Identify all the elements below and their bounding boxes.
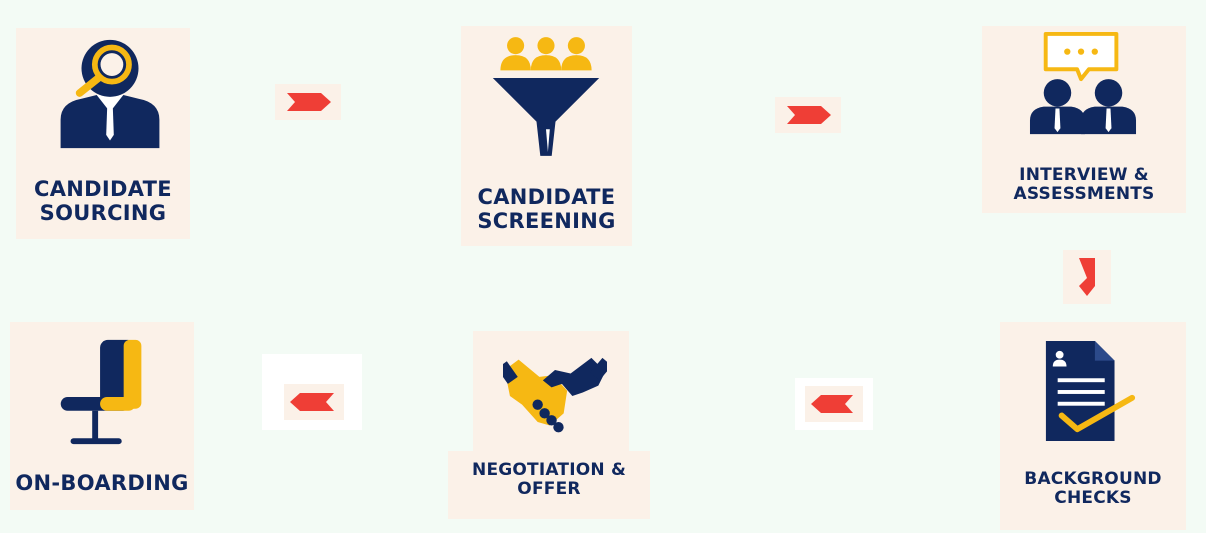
arrow-down-1 (1063, 250, 1111, 304)
arrow-right-icon (287, 93, 331, 111)
handshake-icon (503, 357, 607, 433)
step-label-candidate-screening: CANDIDATE SCREENING (477, 185, 616, 233)
person-magnifier-icon (60, 39, 160, 149)
arrow-right-2 (775, 97, 841, 133)
negotiation-label-box: NEGOTIATION & OFFER (448, 451, 650, 519)
step-card-interview-assessments: INTERVIEW & ASSESSMENTS (982, 26, 1186, 213)
step-label-candidate-sourcing: CANDIDATE SOURCING (34, 177, 172, 225)
arrow-down-icon (1079, 258, 1095, 296)
arrow-right-icon (787, 106, 831, 124)
arrow-left-2 (805, 386, 863, 422)
arrow-left-1 (284, 384, 344, 420)
step-card-candidate-screening: CANDIDATE SCREENING (461, 26, 632, 246)
arrow-left-icon (811, 395, 853, 413)
step-card-on-boarding: ON-BOARDING (10, 322, 194, 510)
step-card-negotiation-offer (473, 331, 629, 451)
step-label-interview-assessments: INTERVIEW & ASSESSMENTS (1013, 165, 1155, 205)
step-card-candidate-sourcing: CANDIDATE SOURCING (16, 28, 190, 239)
funnel-people-icon (492, 37, 600, 156)
arrow-right-1 (275, 84, 341, 120)
step-label-on-boarding: ON-BOARDING (15, 471, 189, 495)
two-people-speech-bubble-icon (1029, 31, 1137, 135)
step-label-negotiation-offer: NEGOTIATION & OFFER (472, 460, 626, 500)
step-label-background-checks: BACKGROUND CHECKS (1024, 469, 1162, 509)
arrow-left-icon (290, 393, 334, 411)
chair-icon (60, 339, 142, 445)
document-checkmark-icon (1045, 341, 1136, 441)
step-card-background-checks: BACKGROUND CHECKS (1000, 322, 1186, 530)
